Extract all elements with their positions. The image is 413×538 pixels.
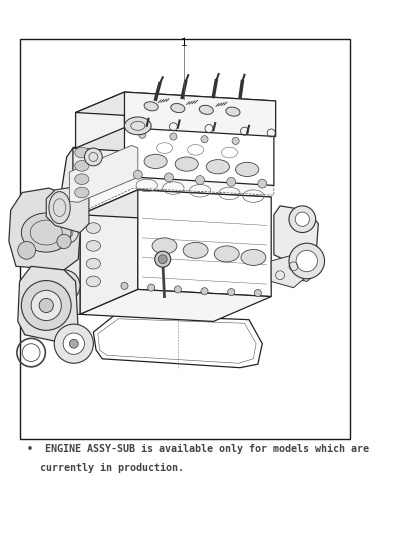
Ellipse shape bbox=[74, 187, 89, 198]
Ellipse shape bbox=[214, 246, 239, 262]
Circle shape bbox=[254, 289, 261, 296]
Ellipse shape bbox=[86, 223, 100, 233]
Polygon shape bbox=[18, 266, 78, 344]
Ellipse shape bbox=[124, 117, 151, 134]
Circle shape bbox=[54, 324, 93, 363]
Polygon shape bbox=[273, 261, 318, 281]
Circle shape bbox=[18, 242, 36, 259]
Circle shape bbox=[174, 286, 181, 293]
Ellipse shape bbox=[152, 238, 176, 254]
Polygon shape bbox=[53, 148, 80, 314]
Polygon shape bbox=[273, 206, 318, 268]
Ellipse shape bbox=[240, 250, 265, 265]
Circle shape bbox=[288, 243, 324, 279]
Circle shape bbox=[195, 175, 204, 185]
Polygon shape bbox=[271, 255, 304, 288]
Polygon shape bbox=[76, 92, 275, 122]
Polygon shape bbox=[124, 92, 275, 137]
Polygon shape bbox=[76, 92, 124, 148]
Circle shape bbox=[164, 173, 173, 182]
Circle shape bbox=[294, 212, 309, 226]
Ellipse shape bbox=[86, 276, 100, 287]
Text: currently in production.: currently in production. bbox=[40, 463, 183, 473]
Circle shape bbox=[147, 284, 154, 291]
Circle shape bbox=[63, 333, 84, 355]
Ellipse shape bbox=[171, 103, 185, 112]
Ellipse shape bbox=[235, 162, 258, 176]
Ellipse shape bbox=[175, 157, 198, 171]
Circle shape bbox=[57, 235, 71, 249]
Polygon shape bbox=[138, 190, 271, 296]
Ellipse shape bbox=[225, 107, 240, 116]
Polygon shape bbox=[46, 186, 89, 232]
Polygon shape bbox=[69, 145, 138, 202]
Circle shape bbox=[226, 178, 235, 186]
Circle shape bbox=[138, 131, 145, 138]
Circle shape bbox=[232, 137, 239, 145]
Circle shape bbox=[48, 270, 80, 302]
Polygon shape bbox=[9, 188, 82, 270]
Circle shape bbox=[257, 179, 266, 188]
Bar bbox=[20, 39, 349, 439]
Circle shape bbox=[31, 291, 61, 321]
Circle shape bbox=[288, 206, 315, 232]
Polygon shape bbox=[73, 126, 124, 199]
Ellipse shape bbox=[206, 160, 229, 174]
Ellipse shape bbox=[183, 242, 208, 258]
Ellipse shape bbox=[199, 105, 213, 115]
Circle shape bbox=[200, 136, 208, 143]
Circle shape bbox=[227, 288, 234, 296]
Text: 1: 1 bbox=[180, 38, 187, 48]
Circle shape bbox=[133, 171, 142, 179]
Circle shape bbox=[158, 255, 167, 264]
Ellipse shape bbox=[74, 160, 89, 171]
Ellipse shape bbox=[86, 240, 100, 251]
Circle shape bbox=[200, 288, 208, 295]
Ellipse shape bbox=[74, 174, 89, 185]
Circle shape bbox=[121, 282, 128, 289]
Circle shape bbox=[154, 251, 170, 267]
Circle shape bbox=[169, 133, 176, 140]
Ellipse shape bbox=[86, 258, 100, 269]
Circle shape bbox=[84, 148, 102, 166]
Ellipse shape bbox=[74, 147, 89, 158]
Ellipse shape bbox=[144, 154, 167, 168]
Ellipse shape bbox=[49, 192, 70, 224]
Circle shape bbox=[69, 339, 78, 348]
Circle shape bbox=[295, 250, 317, 272]
Circle shape bbox=[60, 282, 67, 289]
Polygon shape bbox=[93, 314, 262, 367]
Polygon shape bbox=[73, 126, 273, 157]
Text: •  ENGINE ASSY-SUB is available only for models which are: • ENGINE ASSY-SUB is available only for … bbox=[27, 444, 368, 454]
Polygon shape bbox=[73, 172, 273, 215]
Polygon shape bbox=[124, 126, 273, 186]
Polygon shape bbox=[80, 190, 138, 314]
Circle shape bbox=[21, 280, 71, 330]
Ellipse shape bbox=[21, 213, 71, 252]
Ellipse shape bbox=[144, 102, 158, 111]
Polygon shape bbox=[80, 289, 271, 322]
Circle shape bbox=[39, 299, 53, 313]
Polygon shape bbox=[80, 190, 271, 222]
Circle shape bbox=[57, 222, 78, 243]
